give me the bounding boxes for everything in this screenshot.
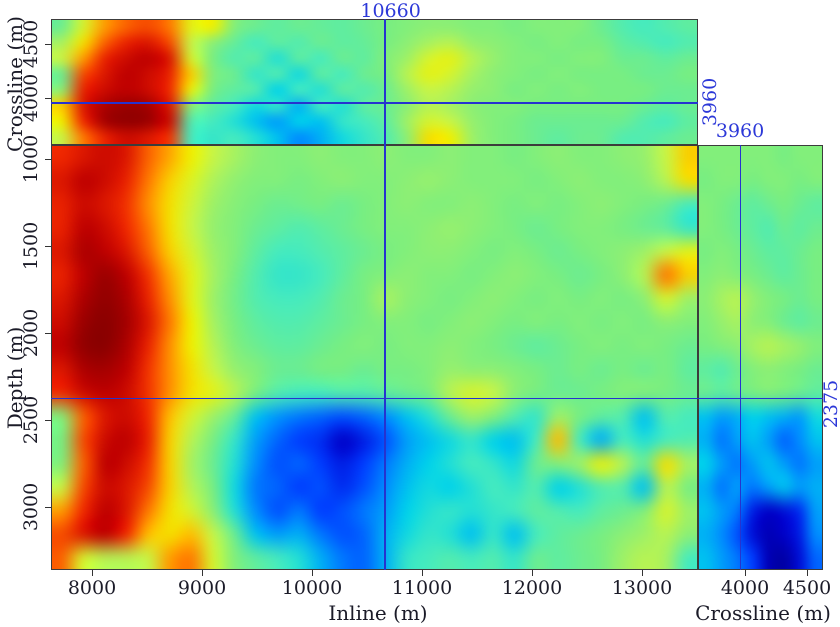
inline-depth-panel [51,145,698,570]
tick-label: 9000 [177,577,227,599]
depth-slice-panel [51,19,698,145]
tick-mark [312,570,313,576]
crossline-bottom-axis-label: Crossline (m) [695,601,831,625]
tick-label: 11000 [391,577,453,599]
tick-mark [92,570,93,576]
inline-crosshair-label: 10660 [360,0,421,22]
tick-label: 1500 [20,221,42,271]
inline-axis-label: Inline (m) [328,601,428,625]
tick-label: 2000 [20,308,42,358]
tick-mark [45,44,51,45]
tick-mark [745,570,746,576]
depth-crosshair-label: 2375 [820,380,840,429]
tick-label: 12000 [501,577,563,599]
tick-mark [532,570,533,576]
tick-mark [642,570,643,576]
tick-label: 4000 [720,577,770,599]
tick-label: 10000 [281,577,343,599]
tick-label: 3000 [20,482,42,532]
tick-mark [45,98,51,99]
tick-mark [45,159,51,160]
tick-mark [202,570,203,576]
tick-label: 1000 [20,134,42,184]
tick-mark [422,570,423,576]
tick-mark [45,507,51,508]
tick-mark [45,333,51,334]
crossline-crosshair-label: 3960 [715,120,765,142]
crossline-depth-panel [698,145,823,570]
tick-label: 4000 [20,73,42,123]
tick-label: 2500 [20,395,42,445]
crossline-crosshair-label-rotated: 3960 [699,77,721,126]
tick-label: 4500 [782,577,832,599]
tick-mark [45,420,51,421]
tick-mark [807,570,808,576]
tick-label: 8000 [67,577,117,599]
tick-label: 4500 [20,19,42,69]
tick-label: 13000 [611,577,673,599]
tick-mark [45,246,51,247]
